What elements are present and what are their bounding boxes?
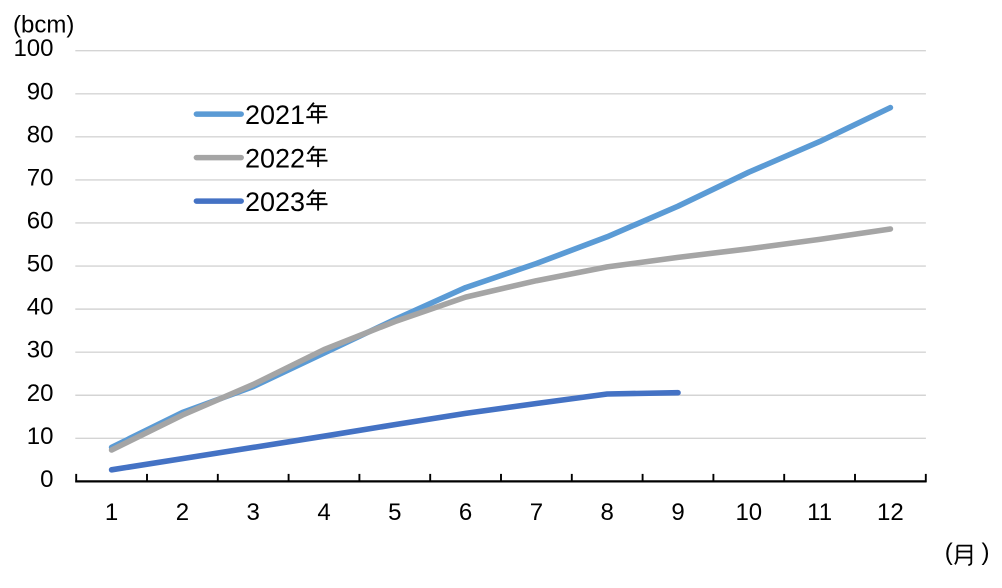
svg-text:2023: 2023 [245,187,305,217]
svg-text:11: 11 [807,499,832,526]
svg-text:1: 1 [105,499,118,526]
svg-text:90: 90 [27,78,54,105]
svg-text:10: 10 [27,423,54,450]
svg-text:70: 70 [27,164,54,191]
svg-text:2022: 2022 [245,143,305,173]
svg-text:12: 12 [877,499,904,526]
svg-text:9: 9 [671,499,684,526]
svg-text:100: 100 [13,35,53,62]
svg-text:30: 30 [27,337,54,364]
svg-text:7: 7 [530,499,543,526]
svg-text:(: ( [945,539,953,566]
svg-text:2021: 2021 [245,100,305,130]
svg-text:20: 20 [27,380,54,407]
svg-text:6: 6 [459,499,472,526]
svg-text:60: 60 [27,208,54,235]
svg-text:2: 2 [176,499,189,526]
svg-text:5: 5 [388,499,401,526]
svg-text:0: 0 [40,466,53,493]
svg-text:8: 8 [601,499,614,526]
svg-text:): ) [982,539,990,566]
svg-text:80: 80 [27,121,54,148]
svg-text:(bcm): (bcm) [13,11,74,38]
svg-text:4: 4 [317,499,330,526]
svg-text:10: 10 [735,499,762,526]
svg-text:50: 50 [27,251,54,278]
svg-text:40: 40 [27,294,54,321]
svg-text:3: 3 [247,499,260,526]
